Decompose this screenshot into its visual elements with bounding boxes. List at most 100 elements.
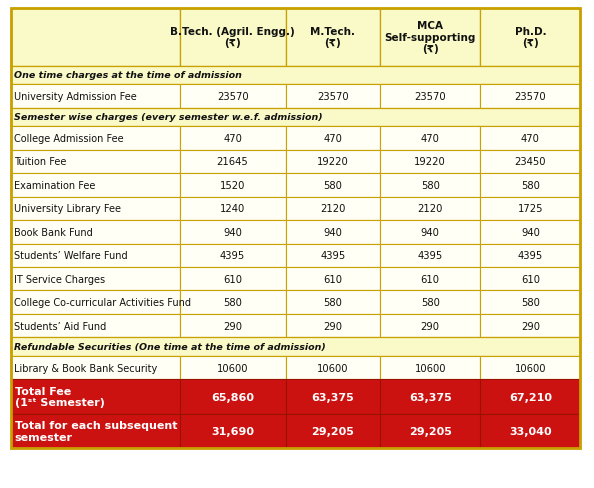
Text: 67,210: 67,210 [509, 392, 552, 402]
Bar [480, 174, 580, 197]
Text: 10600: 10600 [514, 363, 546, 373]
Bar [480, 127, 580, 150]
Text: 580: 580 [521, 298, 540, 307]
Bar [286, 150, 380, 174]
Bar [286, 356, 380, 380]
Text: 1520: 1520 [220, 181, 245, 190]
Text: 470: 470 [223, 134, 242, 143]
Text: Total for each subsequent
semester: Total for each subsequent semester [15, 420, 178, 442]
Text: 19220: 19220 [414, 157, 446, 167]
Bar [11, 244, 179, 267]
Text: IT Service Charges: IT Service Charges [14, 274, 105, 284]
Bar [380, 267, 480, 291]
Text: Refundable Securities (One time at the time of admission): Refundable Securities (One time at the t… [14, 343, 326, 351]
Text: Students’ Aid Fund: Students’ Aid Fund [14, 321, 106, 331]
Bar [380, 85, 480, 108]
Text: 610: 610 [421, 274, 440, 284]
Bar [286, 197, 380, 221]
Text: 23570: 23570 [514, 92, 546, 102]
Bar [380, 150, 480, 174]
Text: 4395: 4395 [518, 251, 543, 261]
Text: College Co-curricular Activities Fund: College Co-curricular Activities Fund [14, 298, 191, 307]
Bar [179, 314, 286, 338]
Bar [179, 267, 286, 291]
Text: 63,375: 63,375 [409, 392, 451, 402]
Bar [380, 9, 480, 66]
Bar [179, 85, 286, 108]
Text: Library & Book Bank Security: Library & Book Bank Security [14, 363, 157, 373]
Text: 65,860: 65,860 [211, 392, 254, 402]
Text: 10600: 10600 [317, 363, 349, 373]
Bar [286, 244, 380, 267]
Text: 610: 610 [223, 274, 242, 284]
Bar [380, 197, 480, 221]
Text: Total Fee
(1ˢᵗ Semester): Total Fee (1ˢᵗ Semester) [15, 386, 105, 407]
Bar [11, 338, 580, 356]
Bar [480, 380, 580, 414]
Bar [480, 414, 580, 448]
Text: 580: 580 [323, 298, 342, 307]
Text: 290: 290 [323, 321, 342, 331]
Bar [380, 127, 480, 150]
Bar [286, 314, 380, 338]
Bar [380, 291, 480, 314]
Text: 940: 940 [323, 227, 342, 237]
Bar [480, 244, 580, 267]
Text: 4395: 4395 [320, 251, 346, 261]
Bar [480, 356, 580, 380]
Bar [11, 127, 179, 150]
Bar [11, 267, 179, 291]
Bar [11, 174, 179, 197]
Text: 29,205: 29,205 [409, 426, 451, 436]
Text: 23570: 23570 [217, 92, 248, 102]
Bar [179, 380, 286, 414]
Text: 29,205: 29,205 [311, 426, 354, 436]
Bar [286, 267, 380, 291]
Text: 290: 290 [421, 321, 440, 331]
Text: 580: 580 [521, 181, 540, 190]
Bar [286, 414, 380, 448]
Bar [480, 197, 580, 221]
Bar [179, 9, 286, 66]
Bar [179, 174, 286, 197]
Text: MCA
Self-supporting
(₹): MCA Self-supporting (₹) [384, 21, 476, 54]
Text: 580: 580 [421, 298, 440, 307]
Bar [11, 85, 179, 108]
Bar [380, 314, 480, 338]
Bar [11, 314, 179, 338]
Text: 10600: 10600 [217, 363, 248, 373]
Bar [179, 127, 286, 150]
Text: 33,040: 33,040 [509, 426, 552, 436]
Text: 4395: 4395 [220, 251, 245, 261]
Text: M.Tech.
(₹): M.Tech. (₹) [310, 27, 355, 48]
Bar [380, 380, 480, 414]
Text: 10600: 10600 [415, 363, 446, 373]
Bar [480, 221, 580, 244]
Bar [380, 221, 480, 244]
Bar [380, 356, 480, 380]
Text: 470: 470 [323, 134, 342, 143]
Bar [480, 291, 580, 314]
Bar [286, 174, 380, 197]
Bar [11, 291, 179, 314]
Text: 940: 940 [421, 227, 440, 237]
Bar [286, 291, 380, 314]
Bar [11, 66, 580, 85]
Text: 2120: 2120 [320, 204, 346, 214]
Bar [11, 221, 179, 244]
Text: 21645: 21645 [217, 157, 248, 167]
Bar [480, 150, 580, 174]
Bar [380, 414, 480, 448]
Bar [179, 414, 286, 448]
Bar [286, 127, 380, 150]
Text: 31,690: 31,690 [211, 426, 254, 436]
Bar [480, 314, 580, 338]
Text: 610: 610 [521, 274, 540, 284]
Text: 610: 610 [323, 274, 342, 284]
Bar [380, 174, 480, 197]
Text: University Library Fee: University Library Fee [14, 204, 121, 214]
Text: 940: 940 [521, 227, 540, 237]
Bar [480, 9, 580, 66]
Bar [480, 267, 580, 291]
Bar [11, 414, 179, 448]
